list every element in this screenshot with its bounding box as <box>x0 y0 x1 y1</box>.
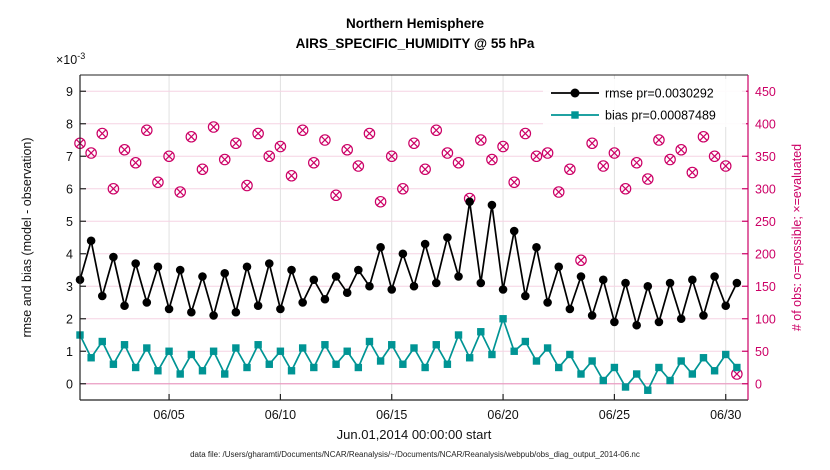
svg-text:7: 7 <box>66 150 73 164</box>
tick-labels: 0 1 2 3 4 5 6 7 8 9 0 50 100 150 200 250 300 350 400 450 06/… <box>66 85 776 422</box>
chart-title-line1: Northern Hemisphere <box>345 16 485 31</box>
svg-text:0: 0 <box>66 377 73 391</box>
svg-text:1: 1 <box>66 345 73 359</box>
svg-text:450: 450 <box>755 85 776 99</box>
svg-text:5: 5 <box>66 215 73 229</box>
svg-text:250: 250 <box>755 215 776 229</box>
svg-text:2: 2 <box>66 312 73 326</box>
svg-text:300: 300 <box>755 182 776 196</box>
svg-text:06/10: 06/10 <box>265 408 296 422</box>
svg-text:50: 50 <box>755 345 769 359</box>
svg-text:rmse pr=0.0030292: rmse pr=0.0030292 <box>605 87 714 101</box>
right-y-axis-label: # of obs: o=possible; ×=evaluated <box>790 144 804 331</box>
svg-text:8: 8 <box>66 117 73 131</box>
svg-text:150: 150 <box>755 280 776 294</box>
left-axis-exponent-label: ×10-3 <box>56 51 85 67</box>
svg-text:4: 4 <box>66 247 73 261</box>
x-axis-label: Jun.01,2014 00:00:00 start <box>337 427 492 442</box>
svg-text:350: 350 <box>755 150 776 164</box>
svg-text:0: 0 <box>755 377 762 391</box>
rmse-series <box>75 197 742 330</box>
svg-text:06/20: 06/20 <box>487 408 518 422</box>
svg-text:06/15: 06/15 <box>376 408 407 422</box>
svg-text:200: 200 <box>755 247 776 261</box>
svg-text:9: 9 <box>66 85 73 99</box>
axes <box>79 74 749 401</box>
svg-text:06/05: 06/05 <box>153 408 184 422</box>
svg-text:400: 400 <box>755 117 776 131</box>
legend: rmse pr=0.0030292 bias pr=0.00087489 <box>543 79 746 127</box>
left-y-axis-label: rmse and bias (model - observation) <box>20 137 34 337</box>
svg-text:bias pr=0.00087489: bias pr=0.00087489 <box>605 109 716 123</box>
chart-title-line2: AIRS_SPECIFIC_HUMIDITY @ 55 hPa <box>295 35 535 51</box>
bias-series <box>76 315 741 394</box>
svg-text:3: 3 <box>66 280 73 294</box>
chart-title: Northern Hemisphere AIRS_SPECIFIC_HUMIDI… <box>0 14 830 53</box>
svg-text:06/25: 06/25 <box>599 408 630 422</box>
svg-text:06/30: 06/30 <box>710 408 741 422</box>
obs-count-markers <box>74 121 743 380</box>
svg-text:6: 6 <box>66 182 73 196</box>
data-file-caption: data file: /Users/gharamti/Documents/NCA… <box>190 450 640 459</box>
svg-text:100: 100 <box>755 312 776 326</box>
